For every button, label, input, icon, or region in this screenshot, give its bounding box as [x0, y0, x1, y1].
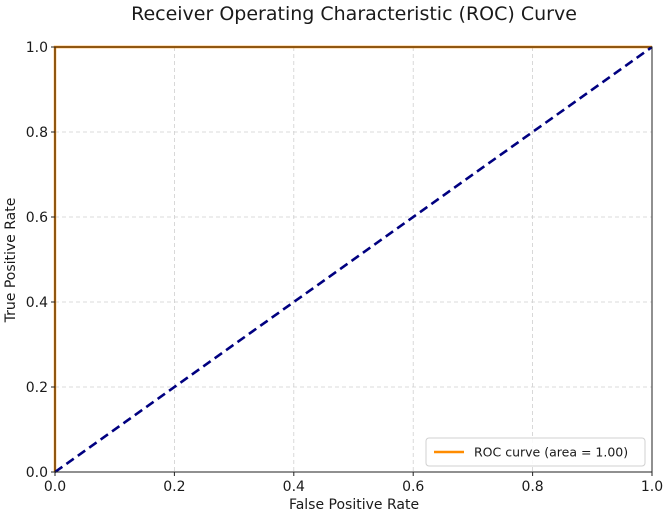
- legend-entry-roc-curve: ROC curve (area = 1.00): [474, 445, 628, 460]
- y-axis-ticks: 0.0 0.2 0.4 0.6 0.8 1.0: [26, 40, 55, 481]
- chart-title: Receiver Operating Characteristic (ROC) …: [131, 3, 577, 25]
- x-tick-label: 0.0: [44, 479, 66, 495]
- x-tick-label: 0.4: [283, 479, 305, 495]
- x-tick-label: 1.0: [641, 479, 663, 495]
- y-tick-label: 0.6: [26, 210, 48, 226]
- y-tick-label: 0.8: [26, 125, 48, 141]
- plot-frame: [54, 46, 653, 473]
- x-tick-label: 0.2: [163, 479, 185, 495]
- plot-series: [53, 45, 653, 474]
- x-tick-label: 0.8: [521, 479, 543, 495]
- y-axis-label: True Positive Rate: [3, 198, 19, 324]
- x-axis-ticks: 0.0 0.2 0.4 0.6 0.8 1.0: [44, 472, 663, 495]
- x-axis-label: False Positive Rate: [289, 497, 419, 513]
- y-tick-label: 0.2: [26, 380, 48, 396]
- legend-box: [425, 437, 646, 467]
- x-tick-label: 0.6: [402, 479, 424, 495]
- y-tick-label: 0.4: [26, 295, 48, 311]
- y-tick-label: 1.0: [26, 40, 48, 56]
- random-baseline-line: [54, 45, 653, 474]
- y-tick-label: 0.0: [26, 465, 48, 481]
- legend: ROC curve (area = 1.00): [425, 437, 646, 467]
